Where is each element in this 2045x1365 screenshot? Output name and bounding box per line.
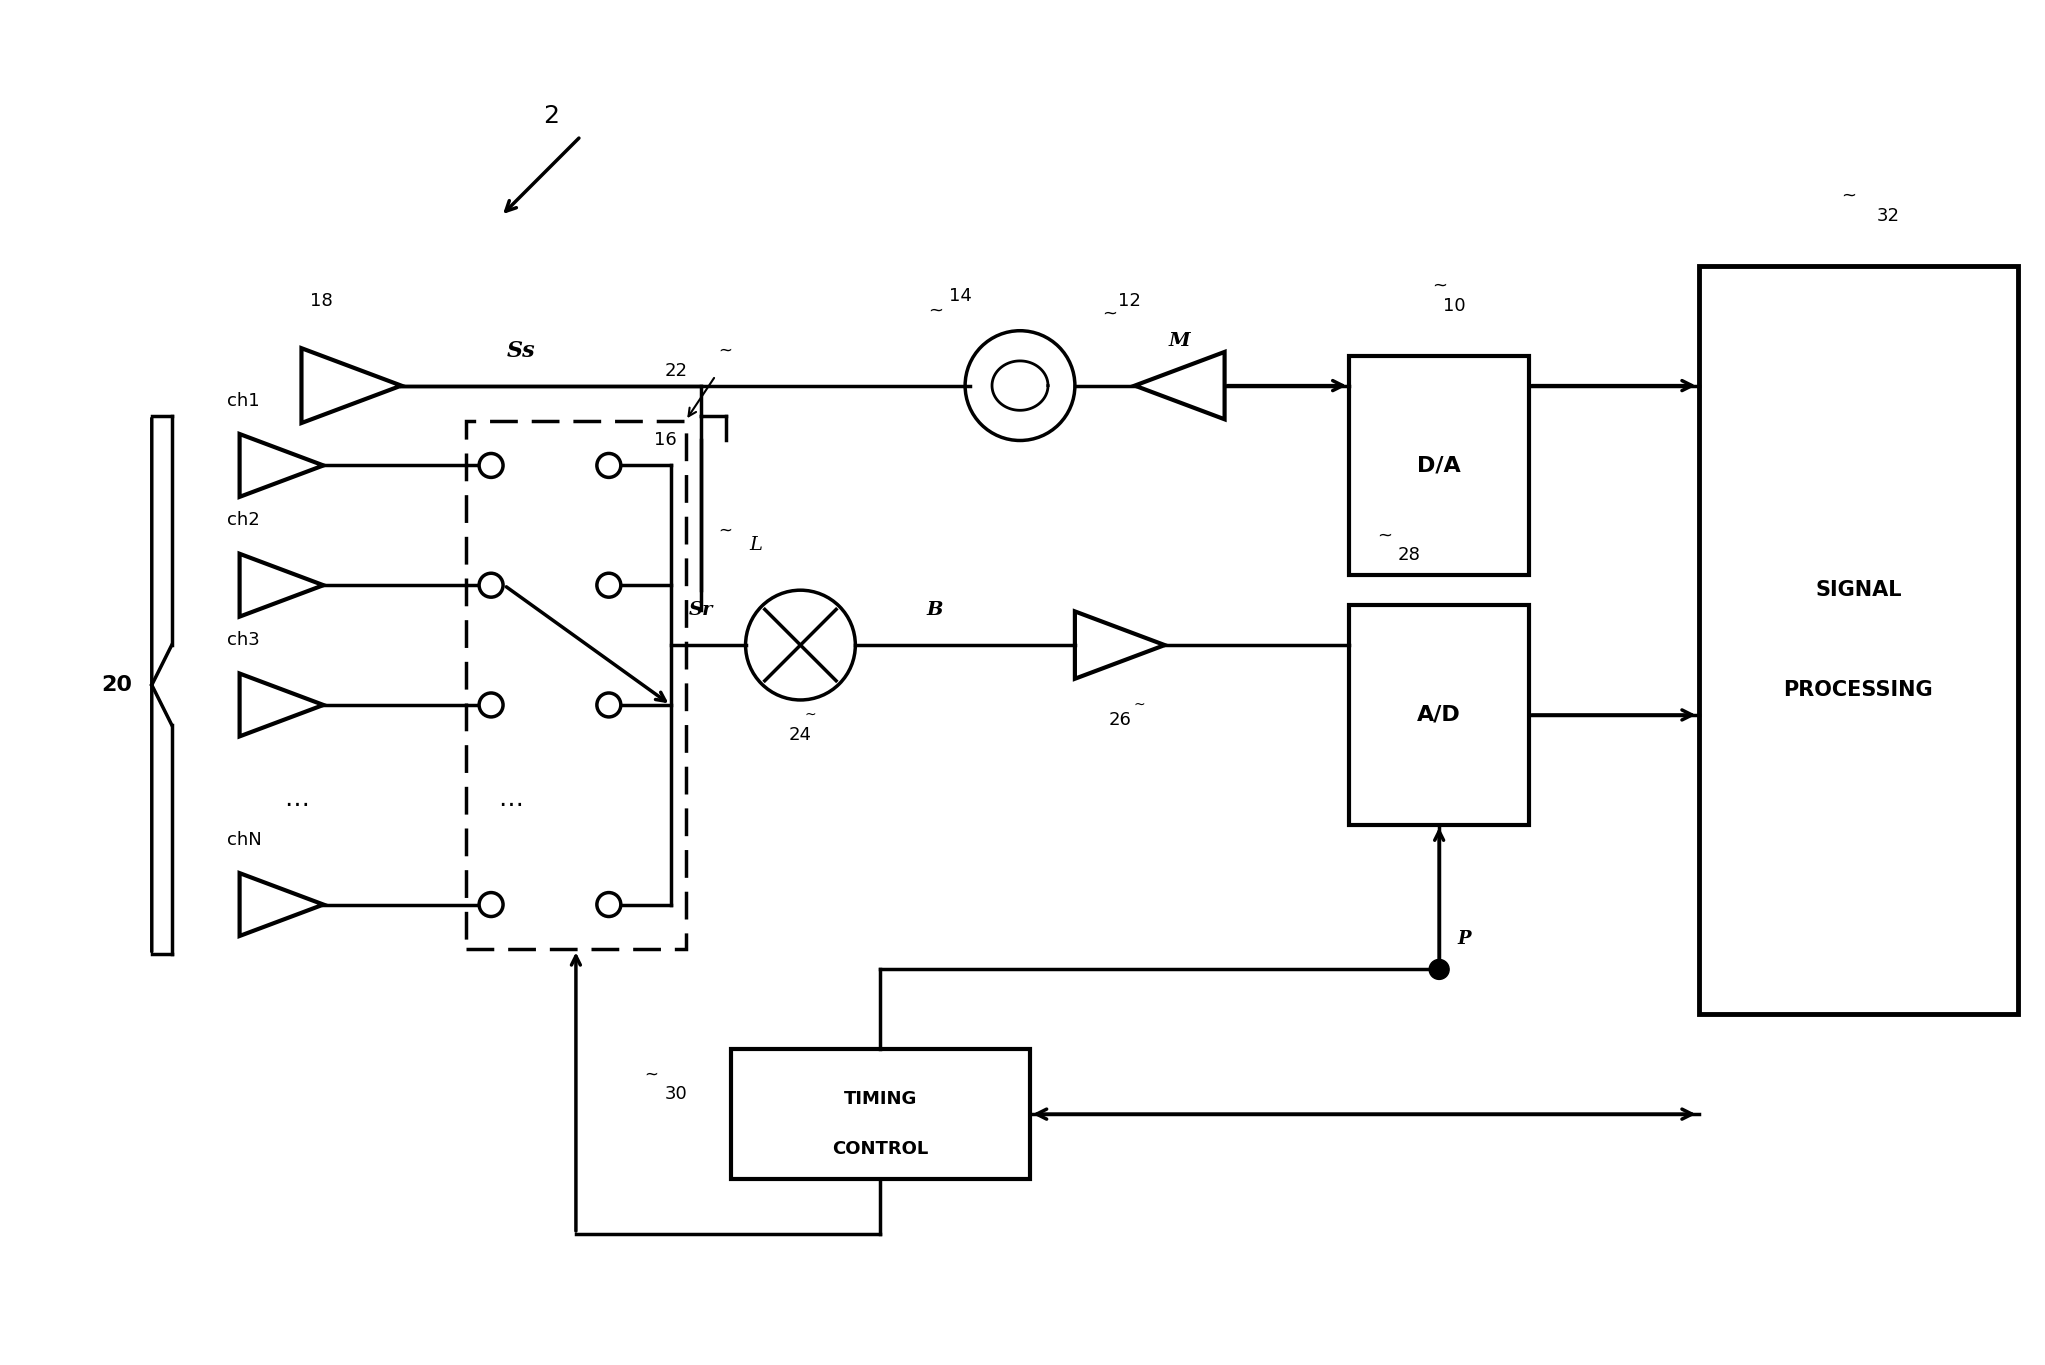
Polygon shape: [1135, 352, 1225, 419]
Bar: [1699, 266, 2018, 1014]
Text: chN: chN: [227, 831, 262, 849]
Text: ch2: ch2: [227, 512, 260, 530]
Text: 10: 10: [1444, 296, 1466, 315]
Text: 24: 24: [789, 726, 812, 744]
Circle shape: [597, 453, 622, 478]
Text: ~: ~: [718, 341, 732, 359]
Text: ~: ~: [1102, 304, 1117, 322]
Text: 28: 28: [1399, 546, 1421, 564]
Text: ~: ~: [1432, 277, 1446, 295]
Text: ~: ~: [1133, 698, 1145, 713]
Text: ch3: ch3: [227, 631, 260, 650]
Circle shape: [597, 893, 622, 916]
Text: Ss: Ss: [507, 340, 536, 362]
Bar: [730, 1050, 1031, 1179]
Text: ⋯: ⋯: [499, 793, 524, 816]
Polygon shape: [1076, 612, 1166, 678]
Text: ~: ~: [1376, 527, 1393, 545]
Circle shape: [479, 573, 503, 597]
Text: ~: ~: [718, 521, 732, 539]
Text: ~: ~: [804, 708, 816, 722]
Circle shape: [479, 693, 503, 717]
Text: 12: 12: [1119, 292, 1141, 310]
Text: 32: 32: [1877, 207, 1900, 225]
Polygon shape: [239, 673, 323, 736]
Text: L: L: [748, 536, 763, 554]
Text: TIMING: TIMING: [845, 1091, 916, 1108]
Circle shape: [479, 453, 503, 478]
Text: ch1: ch1: [227, 392, 260, 410]
Polygon shape: [239, 874, 323, 936]
Circle shape: [597, 693, 622, 717]
Circle shape: [479, 893, 503, 916]
Circle shape: [965, 330, 1076, 441]
Text: ~: ~: [928, 302, 943, 319]
Text: ⋯: ⋯: [284, 793, 309, 816]
Text: 22: 22: [665, 362, 687, 379]
Circle shape: [746, 590, 855, 700]
Text: 14: 14: [949, 287, 971, 304]
Text: Sr: Sr: [689, 601, 714, 620]
Text: 16: 16: [654, 431, 677, 449]
Text: ~: ~: [1840, 187, 1855, 205]
Text: 26: 26: [1108, 711, 1131, 729]
Text: 18: 18: [311, 292, 333, 310]
Text: ~: ~: [644, 1065, 658, 1084]
Polygon shape: [239, 554, 323, 617]
Bar: [1350, 356, 1530, 575]
Text: 20: 20: [102, 676, 133, 695]
Text: PROCESSING: PROCESSING: [1783, 680, 1933, 700]
Text: B: B: [926, 601, 943, 620]
Text: SIGNAL: SIGNAL: [1816, 580, 1902, 601]
Text: M: M: [1170, 332, 1190, 349]
Polygon shape: [301, 348, 401, 423]
Circle shape: [597, 573, 622, 597]
Text: A/D: A/D: [1417, 704, 1460, 725]
Text: P: P: [1458, 931, 1470, 949]
Bar: [466, 420, 685, 950]
Text: CONTROL: CONTROL: [832, 1140, 928, 1158]
Text: D/A: D/A: [1417, 456, 1460, 475]
Text: 2: 2: [544, 104, 558, 128]
Bar: [1350, 605, 1530, 824]
Polygon shape: [239, 434, 323, 497]
Text: 30: 30: [665, 1085, 687, 1103]
Circle shape: [1429, 960, 1450, 980]
